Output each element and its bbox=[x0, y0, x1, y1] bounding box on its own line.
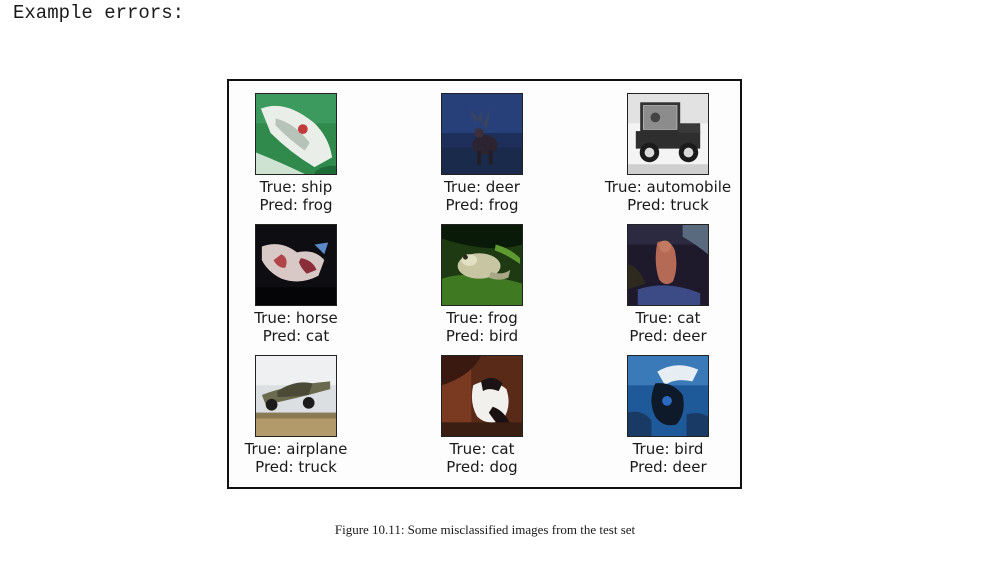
true-label: True: cat bbox=[449, 440, 515, 458]
pred-label: Pred: truck bbox=[255, 458, 337, 476]
true-label: True: automobile bbox=[604, 178, 732, 196]
pred-label: Pred: dog bbox=[446, 458, 518, 476]
true-label: True: deer bbox=[444, 178, 520, 196]
bird-image bbox=[627, 355, 709, 437]
pred-label: Pred: deer bbox=[629, 458, 707, 476]
sample-cell: True: horse Pred: cat bbox=[206, 224, 386, 345]
pred-label: Pred: frog bbox=[445, 196, 519, 214]
sample-cell: True: frog Pred: bird bbox=[392, 224, 572, 345]
figure-caption: Figure 10.11: Some misclassified images … bbox=[334, 522, 636, 537]
pred-label: Pred: bird bbox=[445, 327, 519, 345]
cat-image bbox=[441, 355, 523, 437]
sample-cell: True: ship Pred: frog bbox=[206, 93, 386, 214]
sample-cell: True: deer Pred: frog bbox=[392, 93, 572, 214]
example-errors-heading: Example errors: bbox=[13, 2, 185, 24]
sample-cell: True: cat Pred: deer bbox=[578, 224, 758, 345]
true-label: True: cat bbox=[635, 309, 701, 327]
misclassified-images-figure: True: ship Pred: frog True: deer Pred: f… bbox=[227, 79, 742, 489]
sample-cell: True: cat Pred: dog bbox=[392, 355, 572, 476]
deer-image bbox=[441, 93, 523, 175]
sample-cell: True: automobile Pred: truck bbox=[578, 93, 758, 214]
pred-label: Pred: deer bbox=[629, 327, 707, 345]
automobile-image bbox=[627, 93, 709, 175]
true-label: True: ship bbox=[259, 178, 333, 196]
true-label: True: airplane bbox=[244, 440, 348, 458]
pred-label: Pred: frog bbox=[259, 196, 333, 214]
ship-image bbox=[255, 93, 337, 175]
horse-image bbox=[255, 224, 337, 306]
sample-cell: True: airplane Pred: truck bbox=[206, 355, 386, 476]
airplane-image bbox=[255, 355, 337, 437]
pred-label: Pred: cat bbox=[262, 327, 330, 345]
frog-image bbox=[441, 224, 523, 306]
true-label: True: horse bbox=[254, 309, 338, 327]
true-label: True: frog bbox=[446, 309, 518, 327]
sample-cell: True: bird Pred: deer bbox=[578, 355, 758, 476]
true-label: True: bird bbox=[632, 440, 704, 458]
cat-image bbox=[627, 224, 709, 306]
pred-label: Pred: truck bbox=[627, 196, 709, 214]
